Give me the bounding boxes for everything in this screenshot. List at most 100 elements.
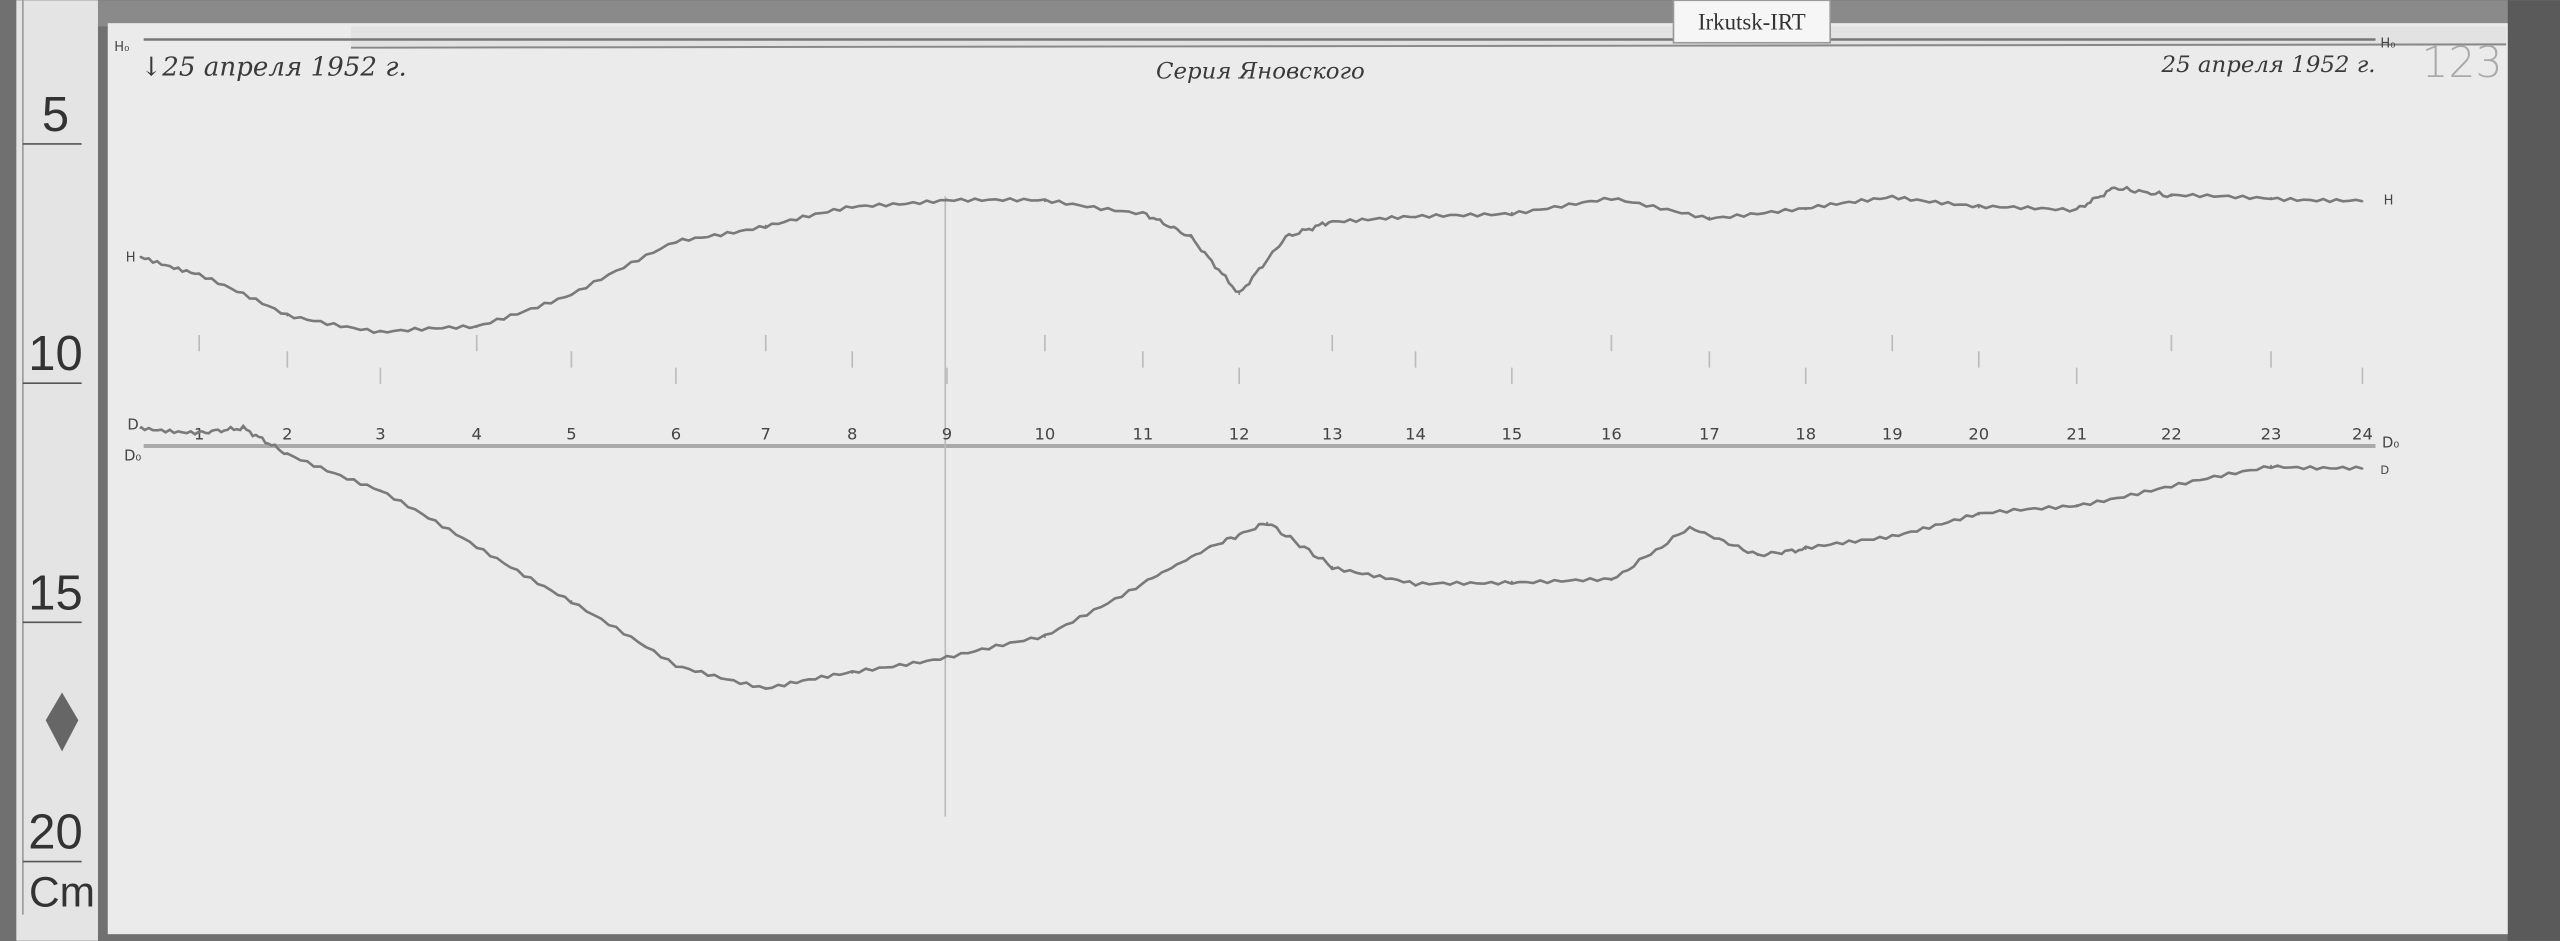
d-label-right: D: [2380, 463, 2389, 477]
paper-sheet: [107, 23, 2508, 935]
trace-d-point: [1209, 546, 1212, 549]
trace-h-point: [1141, 211, 1144, 214]
hour-tick-label: 22: [2161, 424, 2182, 443]
hour-tick-label: 2: [282, 424, 292, 443]
trace-h-point: [2075, 208, 2078, 211]
trace-h-point: [570, 293, 573, 296]
station-tag-text: Irkutsk-IRT: [1698, 10, 1806, 35]
sheet-number: 123: [2422, 39, 2503, 88]
ruler-mark-5: 5: [42, 88, 69, 142]
top-frame: [97, 0, 2515, 27]
trace-d-point: [1141, 582, 1144, 584]
ruler-mark-20: 20: [28, 805, 82, 859]
trace-d-point: [2361, 467, 2364, 470]
trace-d-point: [851, 671, 854, 674]
trace-d-point: [1266, 521, 1269, 524]
hour-tick-label: 21: [2066, 424, 2087, 443]
trace-h-point: [674, 240, 677, 243]
trace-h-point: [2113, 186, 2116, 189]
trace-h-point: [198, 273, 201, 276]
right-frame: [2507, 0, 2560, 941]
trace-h-point: [2361, 200, 2364, 203]
trace-h-point: [379, 330, 382, 333]
trace-h-point: [851, 206, 854, 209]
tape-strip: [351, 26, 2507, 47]
trace-h-point: [1804, 208, 1807, 211]
trace-h-point: [1414, 216, 1417, 219]
trace-d-point: [1688, 526, 1691, 529]
trace-d-point: [1756, 554, 1759, 557]
d-base-label: D₀: [124, 448, 141, 465]
trace-d-point: [1043, 636, 1046, 639]
hour-tick-label: 14: [1405, 424, 1426, 443]
hour-tick-label: 1: [194, 424, 204, 443]
d-base-label-right: D₀: [2382, 435, 2399, 452]
hour-tick-label: 16: [1601, 424, 1622, 443]
trace-h-point: [764, 224, 767, 227]
hour-tick-label: 4: [472, 424, 482, 443]
chart-title: Серия Яновского: [1156, 59, 1365, 85]
trace-h-point: [1284, 236, 1287, 239]
trace-d-point: [2170, 485, 2173, 488]
trace-d-point: [764, 686, 767, 689]
trace-h-point: [1891, 195, 1894, 197]
trace-d-point: [1610, 579, 1613, 582]
hour-tick-label: 15: [1501, 424, 1522, 443]
h-base-label-right: H₀: [2380, 37, 2395, 52]
hour-tick-label: 24: [2352, 424, 2373, 443]
trace-h-point: [2170, 195, 2173, 197]
trace-d-point: [242, 427, 245, 429]
ruler-unit: Cm: [29, 868, 95, 915]
trace-h-point: [1190, 236, 1192, 239]
hour-tick-label: 8: [847, 424, 857, 443]
trace-h-point: [1331, 219, 1334, 222]
hour-tick-label: 23: [2261, 424, 2282, 443]
trace-h-point: [1977, 206, 1980, 209]
h-label-left: H: [126, 251, 136, 266]
trace-d-point: [2270, 464, 2272, 467]
hour-tick-label: 9: [942, 424, 952, 443]
hour-tick-label: 17: [1699, 424, 1720, 443]
trace-d-point: [139, 427, 142, 429]
trace-d-point: [1331, 565, 1334, 568]
ruler-mark-15: 15: [28, 566, 82, 620]
trace-h-point: [1238, 293, 1241, 296]
trace-d-point: [379, 489, 382, 492]
trace-h-point: [945, 198, 948, 201]
trace-h-point: [1043, 200, 1046, 203]
hour-tick-label: 7: [761, 424, 771, 443]
h-base-label-left: H₀: [114, 40, 129, 55]
trace-d-point: [570, 600, 573, 603]
trace-h: [139, 185, 2363, 335]
trace-h-point: [475, 326, 478, 329]
trace-h-point: [1510, 211, 1513, 214]
trace-h-point: [2270, 196, 2272, 199]
trace-h-point: [139, 255, 142, 258]
date-right: 25 апреля 1952 г.: [2161, 52, 2376, 78]
trace-d-point: [945, 655, 948, 658]
ruler-diamond-icon: [45, 692, 79, 752]
trace-d-point: [2075, 504, 2078, 506]
trace-h-point: [286, 314, 289, 317]
station-tag: [1672, 0, 1832, 44]
trace-d-point: [1891, 534, 1894, 537]
hour-tick-label: 10: [1035, 424, 1056, 443]
hour-tick-label: 13: [1322, 424, 1343, 443]
ruler-mark-10: 10: [28, 327, 82, 381]
hour-tick-label: 19: [1882, 424, 1903, 443]
ruler: [16, 0, 98, 941]
d-label-left: D: [127, 417, 138, 434]
hour-tick-label: 5: [566, 424, 576, 443]
trace-d-point: [475, 546, 478, 549]
hour-tick-label: 3: [375, 424, 385, 443]
hour-tick-label: 12: [1229, 424, 1250, 443]
hour-tick-label: 18: [1795, 424, 1816, 443]
trace-d-point: [1510, 580, 1513, 583]
trace-d-point: [674, 665, 677, 668]
trace-d: [139, 423, 2363, 690]
h-label-right: H: [2384, 193, 2394, 208]
trace-d-point: [286, 453, 289, 456]
trace-d-point: [1804, 548, 1807, 551]
